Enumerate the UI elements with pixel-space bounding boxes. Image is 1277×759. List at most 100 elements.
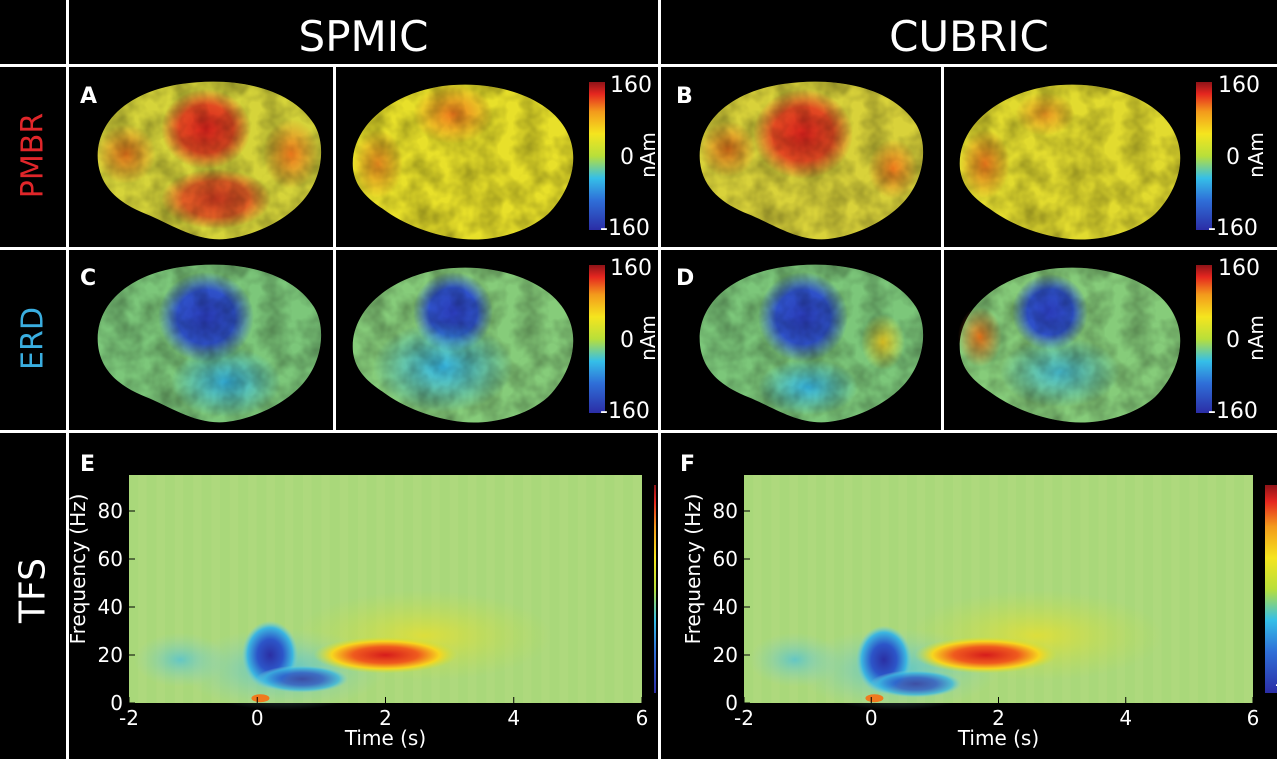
heatmap-pmbr-blob (313, 636, 458, 674)
heatmap-streak (825, 475, 835, 703)
heatmap-streak (1189, 475, 1198, 703)
colorbar-spmic-erd (589, 265, 605, 413)
heatmap-streak (971, 475, 980, 703)
y-tick-label: 60 (713, 547, 738, 571)
x-tick-label: -2 (734, 706, 754, 730)
heatmap-streak (989, 475, 998, 703)
colorbar-tick-max: 160 (1218, 73, 1260, 98)
x-tick-label: 6 (636, 706, 649, 730)
panel-letter-c: C (80, 266, 97, 291)
panel-letter-f: F (680, 452, 696, 477)
colorbar-tick-min: -160 (1208, 216, 1258, 241)
y-tick-label: 20 (713, 643, 738, 667)
heatmap-evoked-spot (251, 694, 270, 703)
heatmap-erd-blob (869, 670, 962, 698)
divider-v-spmic-inner (333, 64, 336, 432)
heatmap-streak (1025, 475, 1035, 703)
tfs-colorbar (1265, 485, 1277, 693)
heatmap-streak (486, 475, 495, 703)
divider-h-pmbr (0, 247, 1277, 250)
x-axis-label: Time (s) (344, 726, 426, 750)
colorbar-tick-min: -160 (600, 216, 650, 241)
x-tick-label: 4 (507, 706, 520, 730)
colorbar-tick-min: -160 (1208, 399, 1258, 424)
colorbar-tick-min: -160 (600, 399, 650, 424)
y-tick-label: 80 (713, 499, 738, 523)
heatmap-streak (138, 475, 147, 703)
divider-h-header (0, 64, 1277, 67)
heatmap-streak (1116, 475, 1126, 703)
y-tick-label: 40 (98, 595, 123, 619)
heatmap-erd-blob (255, 665, 349, 693)
heatmap-streak (1134, 475, 1144, 703)
divider-v-labels (66, 0, 69, 759)
heatmap-streak (504, 475, 514, 703)
heatmap-streak (862, 475, 871, 703)
panel-letter-a: A (80, 84, 98, 109)
y-tick-label: 80 (98, 499, 123, 523)
heatmap-streak (431, 475, 440, 703)
panel-letter-b: B (676, 84, 693, 109)
heatmap-streak (1207, 475, 1217, 703)
colorbar-cubric-erd (1196, 265, 1212, 413)
heatmap-streak (303, 475, 312, 703)
panel-letter-d: D (676, 266, 695, 291)
heatmap-streak (284, 475, 294, 703)
x-tick-label: 4 (1119, 706, 1132, 730)
row-label-erd: ERD (15, 307, 51, 370)
x-axis-label: Time (s) (957, 726, 1039, 750)
header-cubric: CUBRIC (889, 12, 1049, 61)
heatmap-streak (898, 475, 908, 703)
heatmap-streak (807, 475, 817, 703)
heatmap-streak (934, 475, 944, 703)
heatmap-streak (1243, 475, 1253, 703)
brain-spmic-pmbr-left (96, 81, 322, 240)
brain-cubric-erd-left (699, 264, 924, 423)
colorbar-tick-mid: 0 (1226, 328, 1240, 353)
x-tick-label: 6 (1247, 706, 1260, 730)
heatmap-streak (1007, 475, 1017, 703)
heatmap-streak (1080, 475, 1089, 703)
heatmap-streak (1062, 475, 1071, 703)
colorbar-cubric-pmbr (1196, 82, 1212, 230)
heatmap-streak (577, 475, 587, 703)
tfs-colorbar (654, 485, 656, 693)
heatmap-streak (339, 475, 349, 703)
colorbar-tick-max: 160 (610, 73, 652, 98)
header-spmic: SPMIC (298, 12, 429, 61)
heatmap-streak (358, 475, 367, 703)
divider-v-cubric-inner (941, 64, 944, 432)
colorbar-unit: nAm (1243, 315, 1268, 361)
brain-cubric-erd-right (958, 267, 1181, 423)
x-tick-label: 0 (251, 706, 264, 730)
heatmap-streak (789, 475, 798, 703)
y-tick-label: 40 (713, 595, 738, 619)
heatmap-streak (174, 475, 184, 703)
heatmap-streak (596, 475, 605, 703)
x-tick-label: 2 (379, 706, 392, 730)
heatmap-streak (248, 475, 257, 703)
heatmap-streak (1043, 475, 1053, 703)
heatmap-streak (1171, 475, 1180, 703)
y-tick-label: 60 (98, 547, 123, 571)
colorbar-tick-mid: 0 (620, 328, 634, 353)
heatmap-streak (953, 475, 962, 703)
heatmap-streak (394, 475, 404, 703)
heatmap-streak (412, 475, 422, 703)
heatmap-streak (1153, 475, 1162, 703)
heatmap-streak (753, 475, 762, 703)
y-axis-label: Frequency (Hz) (681, 494, 705, 645)
colorbar-spmic-pmbr (589, 82, 605, 230)
heatmap-streak (229, 475, 239, 703)
tfs-colorbar-tick: -300 (1275, 672, 1277, 696)
heatmap-streak (211, 475, 220, 703)
brain-cubric-pmbr-left (699, 81, 924, 240)
x-tick-label: 2 (992, 706, 1005, 730)
heatmap-streak (1098, 475, 1107, 703)
colorbar-unit: nAm (635, 132, 660, 178)
heatmap-streak (193, 475, 202, 703)
heatmap-streak (559, 475, 569, 703)
brain-spmic-erd-right (352, 267, 574, 423)
heatmap-streak (614, 475, 624, 703)
